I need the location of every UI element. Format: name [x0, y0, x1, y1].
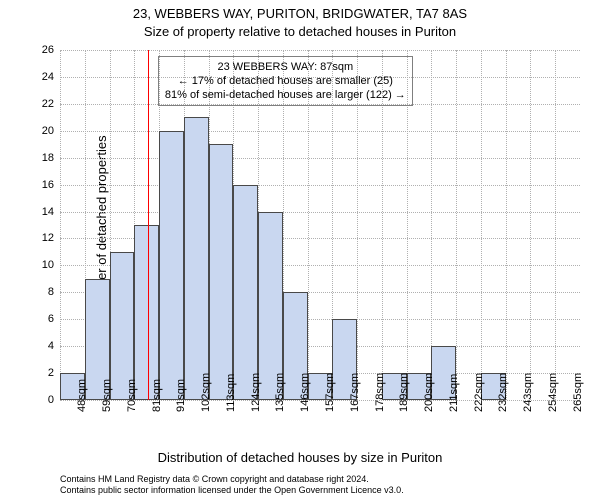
histogram-bar	[209, 144, 234, 400]
gridline-vertical	[530, 50, 531, 400]
histogram-bar	[233, 185, 258, 400]
caption: Contains HM Land Registry data © Crown c…	[60, 474, 404, 496]
gridline-horizontal	[60, 50, 580, 51]
y-tick-label: 26	[14, 44, 54, 56]
gridline-vertical	[555, 50, 556, 400]
gridline-vertical	[506, 50, 507, 400]
gridline-horizontal	[60, 158, 580, 159]
y-tick-label: 18	[14, 152, 54, 164]
y-tick-label: 10	[14, 259, 54, 271]
histogram-bar	[159, 131, 184, 400]
histogram-bar	[258, 212, 283, 400]
histogram-bar	[110, 252, 135, 400]
histogram-bar	[184, 117, 209, 400]
caption-line-1: Contains HM Land Registry data © Crown c…	[60, 474, 404, 485]
y-tick-label: 22	[14, 98, 54, 110]
y-tick-label: 24	[14, 71, 54, 83]
y-tick-label: 6	[14, 313, 54, 325]
y-tick-label: 14	[14, 206, 54, 218]
y-tick-label: 2	[14, 367, 54, 379]
gridline-horizontal	[60, 185, 580, 186]
plot-area: 23 WEBBERS WAY: 87sqm← 17% of detached h…	[60, 50, 580, 400]
gridline-vertical	[60, 50, 61, 400]
histogram-bar	[134, 225, 159, 400]
gridline-vertical	[481, 50, 482, 400]
annotation-box: 23 WEBBERS WAY: 87sqm← 17% of detached h…	[158, 56, 413, 106]
chart-title-sub: Size of property relative to detached ho…	[0, 24, 600, 39]
y-tick-label: 16	[14, 179, 54, 191]
gridline-horizontal	[60, 212, 580, 213]
y-tick-label: 12	[14, 232, 54, 244]
x-axis-label: Distribution of detached houses by size …	[0, 450, 600, 465]
gridline-vertical	[456, 50, 457, 400]
y-tick-label: 4	[14, 340, 54, 352]
reference-line	[148, 50, 149, 400]
annotation-line-3: 81% of semi-detached houses are larger (…	[165, 88, 406, 102]
caption-line-2: Contains public sector information licen…	[60, 485, 404, 496]
gridline-horizontal	[60, 131, 580, 132]
annotation-line-2: ← 17% of detached houses are smaller (25…	[165, 74, 406, 88]
annotation-line-1: 23 WEBBERS WAY: 87sqm	[165, 60, 406, 74]
chart-title-main: 23, WEBBERS WAY, PURITON, BRIDGWATER, TA…	[0, 6, 600, 21]
chart-container: 23, WEBBERS WAY, PURITON, BRIDGWATER, TA…	[0, 0, 600, 500]
y-tick-label: 0	[14, 394, 54, 406]
y-tick-label: 20	[14, 125, 54, 137]
y-tick-label: 8	[14, 286, 54, 298]
